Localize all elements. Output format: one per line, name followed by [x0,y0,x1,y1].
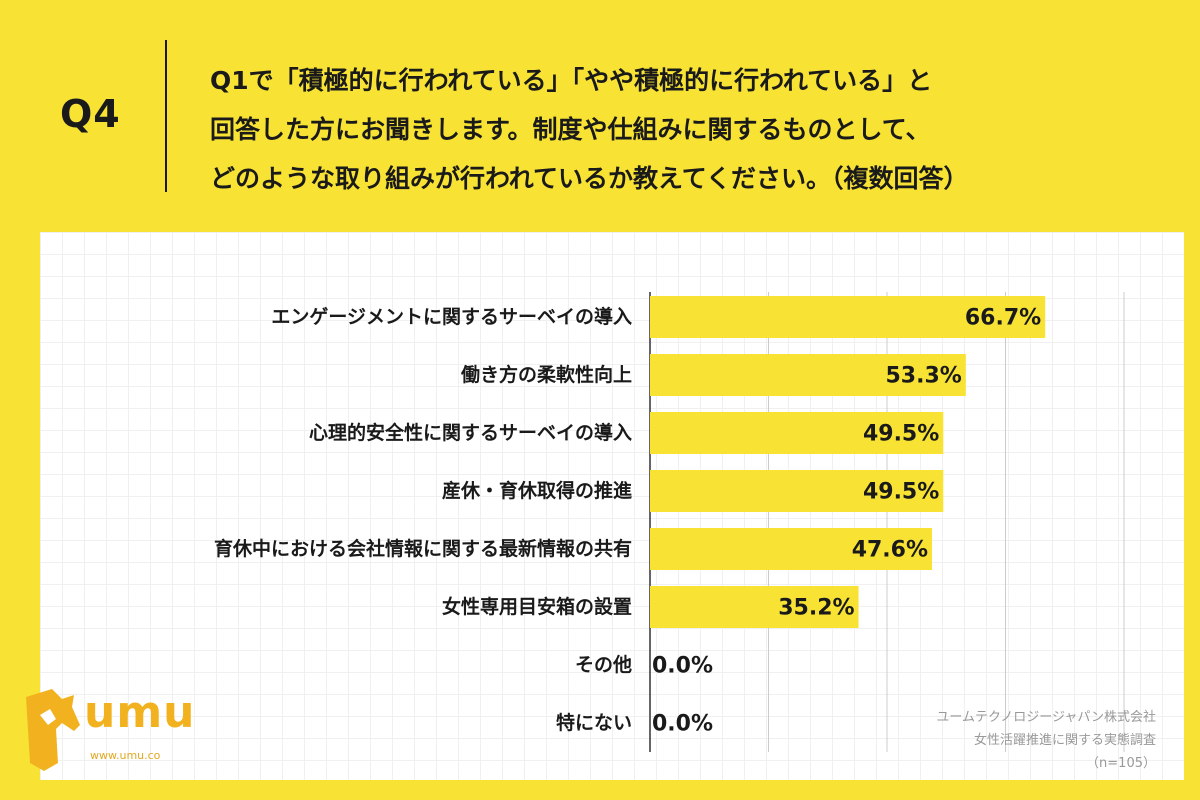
category-label: 育休中における会社情報に関する最新情報の共有 [214,537,632,560]
source-company: ユームテクノロジージャパン株式会社 [936,710,1156,725]
value-label: 0.0% [652,654,713,679]
question-divider [165,40,167,192]
value-label: 35.2% [778,596,854,621]
value-label: 53.3% [885,364,961,389]
bar [650,528,933,570]
value-label: 49.5% [863,422,939,447]
bar-chart: エンゲージメントに関するサーベイの導入 66.7% 働き方の柔軟性向上 53.3% 心理… [214,292,1125,752]
question-number: Q4 [60,92,121,136]
umu-horse-logo-icon [26,689,80,771]
category-label: エンゲージメントに関するサーベイの導入 [271,305,632,328]
question-line-1: Q1で「積極的に行われている」「やや積極的に行われている」と [210,66,933,95]
logo-wordmark: umu [84,687,196,738]
chart-panel: エンゲージメントに関するサーベイの導入 66.7% 働き方の柔軟性向上 53.3% 心理… [40,232,1184,780]
value-label: 47.6% [852,538,928,563]
value-label: 49.5% [863,480,939,505]
category-label: 特にない [556,712,632,734]
bar [650,412,944,454]
category-label: 心理的安全性に関するサーベイの導入 [309,421,632,444]
category-label: 働き方の柔軟性向上 [460,363,632,386]
header: Q4 Q1で「積極的に行われている」「やや積極的に行われている」と 回答した方に… [0,0,1200,228]
bar [650,354,966,396]
bar [650,470,944,512]
question-line-3: どのような取り組みが行われているか教えてください。（複数回答） [210,164,969,193]
value-label: 66.7% [965,306,1041,331]
umu-logo: umu www.umu.co [22,685,195,775]
logo-url: www.umu.co [90,749,161,762]
value-label: 0.0% [652,712,713,737]
category-label: 産休・育休取得の推進 [442,479,632,502]
question-line-2: 回答した方にお聞きします。制度や仕組みに関するものとして、 [210,115,931,144]
bar [650,296,1046,338]
category-label: その他 [575,653,632,676]
question-text: Q1で「積極的に行われている」「やや積極的に行われている」と 回答した方にお聞き… [210,56,1170,203]
bar [650,586,859,628]
category-label: 女性専用目安箱の設置 [442,595,632,618]
source-survey: 女性活躍推進に関する実態調査 [973,733,1156,748]
source-note: ユームテクノロジージャパン株式会社 女性活躍推進に関する実態調査 （n=105） [936,706,1156,775]
source-sample: （n=105） [1086,756,1156,771]
